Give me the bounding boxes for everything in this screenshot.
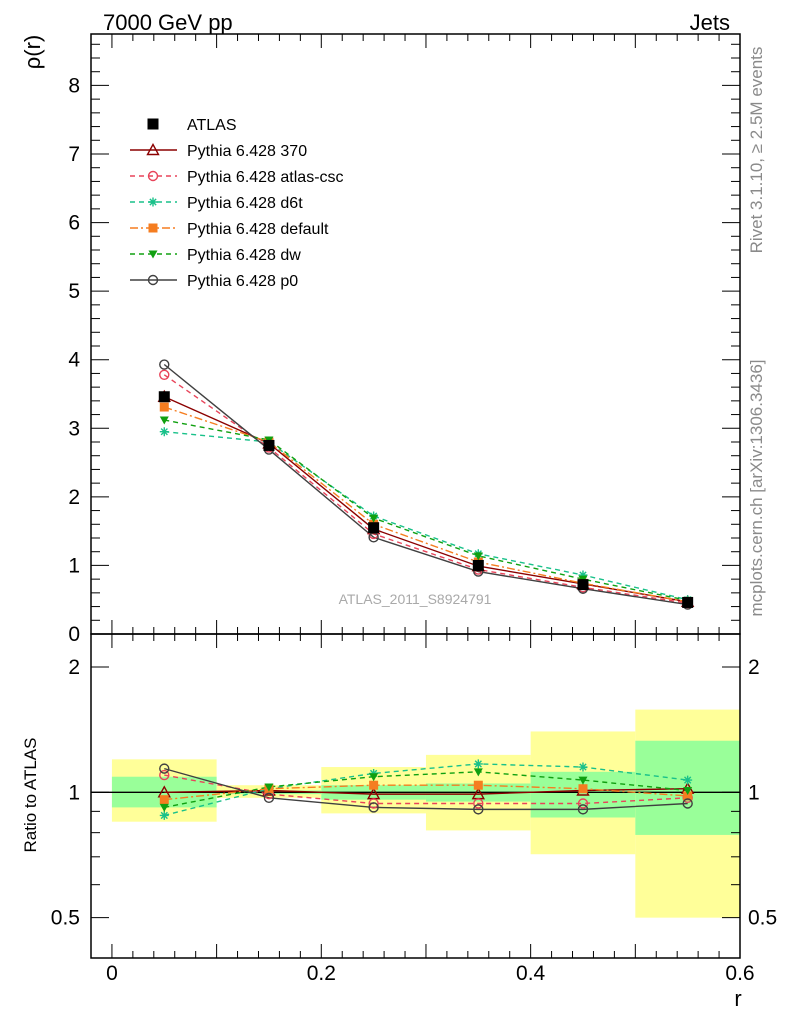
ratio-marker-p0 — [682, 798, 693, 809]
marker-atlascsc — [159, 369, 170, 380]
ratio-marker-atlascsc — [577, 798, 589, 809]
legend-label-p370: Pythia 6.428 370 — [187, 143, 307, 160]
main-y-tick-label: 8 — [68, 74, 80, 97]
mcplots-label: mcplots.cern.ch [arXiv:1306.3436] — [747, 359, 766, 616]
tick-labels: 0 0.2 0.4 0.6 0 1 2 3 4 5 6 7 8 0.5 0.5 1 1 2 2 — [51, 74, 777, 985]
main-y-tick-label: 4 — [68, 349, 80, 372]
marker-dw — [473, 552, 483, 561]
ratio-marker-p0 — [368, 802, 379, 813]
ratio-marker-p0 — [263, 792, 275, 804]
ratio-frame — [90, 633, 741, 959]
ratio-marker-p0 — [473, 804, 484, 815]
rivet-label: Rivet 3.1.10, ≥ 2.5M events — [747, 47, 766, 254]
ratio-y-tick-label-left: 0.5 — [51, 907, 80, 930]
ratio-marker-dw — [159, 803, 169, 812]
ratio-y-tick-label-right: 2 — [748, 656, 760, 679]
ratio-marker-d6t — [578, 762, 588, 772]
marker-atlas — [577, 579, 589, 591]
marker-d6t — [159, 427, 169, 437]
main-y-tick-label: 3 — [68, 417, 80, 440]
series-markers — [157, 359, 695, 820]
legend-marker-atlascsc — [147, 170, 159, 182]
header-left: 7000 GeV pp — [103, 10, 233, 35]
ratio-line-p0 — [164, 767, 688, 811]
marker-atlas — [682, 596, 694, 608]
series-line-p0 — [163, 363, 688, 606]
main-y-axis-label: ρ(r) — [20, 35, 45, 70]
series-line-default — [164, 406, 688, 603]
legend-marker-p370 — [146, 143, 160, 156]
main-y-tick-label: 6 — [68, 212, 80, 235]
ratio-marker-dw — [369, 773, 379, 782]
legend-marker-d6t — [148, 197, 158, 207]
legend-label-atlascsc: Pythia 6.428 atlas-csc — [187, 169, 344, 186]
ratio-y-tick-label-right: 1 — [748, 781, 760, 804]
ratio-marker-p0 — [159, 763, 170, 774]
x-tick-label: 0 — [106, 962, 118, 985]
x-tick-label: 0.6 — [725, 962, 754, 985]
series-line-dw — [164, 419, 688, 602]
legend-marker-default — [148, 223, 158, 233]
ratio-marker-d6t — [683, 775, 693, 785]
main-y-tick-label: 0 — [68, 623, 80, 646]
marker-dw — [159, 416, 169, 425]
axes — [90, 33, 741, 959]
ratio-marker-dw — [473, 768, 483, 777]
ratio-marker-default — [578, 784, 588, 794]
ratio-marker-default — [683, 791, 693, 801]
ratio-marker-d6t — [159, 810, 169, 820]
ratio-line-default — [164, 784, 688, 801]
legend-marker-atlas — [147, 118, 159, 130]
series-line-atlascsc — [163, 374, 688, 604]
marker-default — [159, 402, 169, 412]
ratio-marker-dw — [264, 783, 274, 792]
ratio-line-atlascsc — [164, 774, 688, 805]
marker-d6t — [578, 570, 588, 580]
marker-atlas — [472, 559, 484, 571]
x-tick-label: 0.4 — [516, 962, 546, 985]
legend-label-default: Pythia 6.428 default — [187, 221, 329, 238]
ratio-marker-p0 — [577, 804, 589, 815]
marker-dw — [369, 514, 379, 523]
x-tick-label: 0.2 — [307, 962, 336, 985]
legend-label-d6t: Pythia 6.428 d6t — [187, 195, 303, 212]
legend-marker-dw — [148, 250, 158, 259]
ratio-line-dw — [164, 771, 688, 809]
ratio-uncertainty-bands — [111, 709, 740, 918]
ratio-marker-d6t — [473, 759, 483, 769]
ratio-marker-atlascsc — [159, 769, 170, 781]
ratio-marker-dw — [683, 787, 693, 796]
legend-label-p0: Pythia 6.428 p0 — [187, 273, 298, 290]
ratio-marker-default — [159, 795, 169, 805]
ratio-y-axis-label: Ratio to ATLAS — [21, 738, 40, 853]
x-axis-label: r — [734, 986, 741, 1011]
legend: ATLAS Pythia 6.428 370 Pythia 6.428 atlas-… — [130, 117, 344, 290]
legend-label-atlas: ATLAS — [187, 117, 237, 134]
analysis-watermark: ATLAS_2011_S8924791 — [339, 591, 492, 607]
marker-atlas — [263, 439, 275, 451]
ratio-marker-dw — [578, 776, 588, 785]
ratio-marker-default — [473, 780, 483, 790]
marker-p0 — [159, 359, 170, 370]
main-y-tick-label: 5 — [68, 280, 80, 303]
marker-atlas — [158, 391, 170, 403]
header-right: Jets — [690, 10, 730, 35]
legend-label-dw: Pythia 6.428 dw — [187, 247, 301, 264]
main-y-tick-label: 1 — [68, 554, 80, 577]
ratio-y-tick-label-left: 1 — [68, 781, 80, 804]
ratio-marker-atlascsc — [368, 798, 379, 809]
series-lines — [163, 363, 688, 817]
main-y-tick-label: 7 — [68, 143, 80, 166]
legend-marker-p0 — [147, 274, 159, 286]
main-y-tick-label: 2 — [68, 486, 80, 509]
ratio-y-tick-label-left: 2 — [68, 656, 80, 679]
series-line-d6t — [164, 431, 688, 601]
ratio-marker-atlascsc — [473, 798, 484, 809]
ratio-y-tick-label-right: 0.5 — [748, 907, 777, 930]
marker-atlas — [368, 522, 380, 534]
ratio-marker-default — [369, 780, 379, 790]
